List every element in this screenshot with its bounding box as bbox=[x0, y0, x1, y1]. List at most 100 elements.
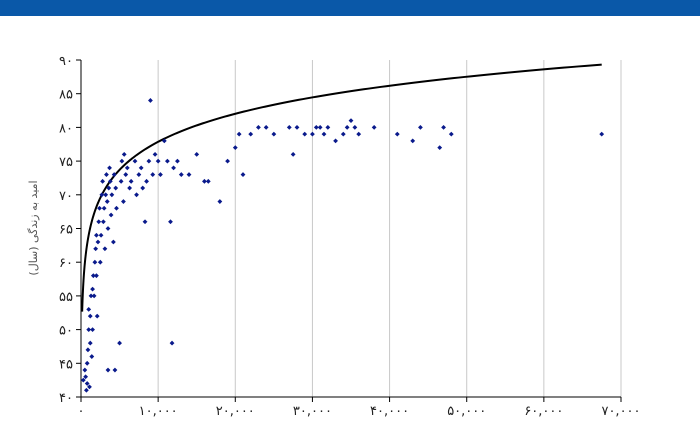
data-point bbox=[248, 131, 254, 137]
y-tick-label: ۵۵ bbox=[59, 290, 73, 305]
data-point bbox=[225, 158, 230, 164]
data-point bbox=[599, 131, 605, 137]
data-point bbox=[302, 131, 308, 137]
data-point bbox=[134, 192, 139, 198]
data-point bbox=[105, 367, 111, 373]
data-point bbox=[325, 125, 331, 130]
data-point bbox=[83, 374, 89, 380]
data-point bbox=[100, 219, 106, 225]
data-point bbox=[140, 185, 146, 191]
data-point bbox=[87, 384, 92, 390]
x-tick-label: ۵۰,۰۰۰ bbox=[447, 404, 486, 419]
data-point bbox=[240, 172, 246, 177]
data-point bbox=[142, 219, 148, 225]
data-point bbox=[171, 165, 176, 171]
x-tick-label: ۶۰,۰۰۰ bbox=[524, 404, 563, 419]
data-point bbox=[105, 226, 111, 231]
data-point bbox=[87, 313, 93, 319]
y-tick-label: ۸۵ bbox=[59, 88, 73, 103]
data-point bbox=[128, 178, 134, 184]
data-point bbox=[96, 219, 102, 225]
data-point bbox=[113, 185, 119, 191]
data-point bbox=[121, 199, 126, 204]
data-point bbox=[84, 387, 89, 393]
data-point bbox=[441, 125, 446, 130]
data-point bbox=[232, 145, 238, 151]
data-point bbox=[138, 165, 144, 171]
data-point bbox=[111, 239, 116, 245]
data-point bbox=[90, 273, 96, 279]
data-point bbox=[168, 219, 173, 225]
data-point bbox=[97, 205, 102, 211]
data-point bbox=[114, 205, 119, 211]
data-point bbox=[90, 286, 95, 292]
data-point bbox=[94, 313, 100, 319]
data-point bbox=[186, 172, 192, 177]
data-point bbox=[132, 158, 138, 164]
data-point bbox=[333, 138, 338, 144]
data-point bbox=[152, 151, 158, 157]
data-point bbox=[80, 377, 86, 383]
data-point bbox=[344, 125, 350, 130]
data-point bbox=[169, 340, 175, 346]
y-tick-label: ۹۰ bbox=[59, 54, 73, 69]
data-point bbox=[93, 246, 99, 252]
data-points bbox=[80, 98, 605, 393]
data-point bbox=[155, 158, 161, 164]
data-point bbox=[104, 199, 110, 204]
data-point bbox=[256, 125, 261, 130]
data-point bbox=[92, 259, 98, 265]
data-point bbox=[175, 158, 180, 164]
data-point bbox=[286, 125, 292, 130]
y-tick-label: ۵۰ bbox=[59, 324, 73, 339]
data-point bbox=[101, 205, 107, 211]
data-point bbox=[107, 165, 112, 171]
data-point bbox=[394, 131, 400, 137]
data-point bbox=[100, 178, 105, 184]
data-point bbox=[89, 354, 95, 359]
data-point bbox=[236, 131, 242, 137]
x-tick-label: ۰ bbox=[78, 404, 85, 419]
data-point bbox=[95, 239, 101, 245]
data-point bbox=[165, 158, 170, 164]
data-point bbox=[123, 172, 129, 177]
data-point bbox=[317, 125, 323, 130]
trend-curve-layer bbox=[81, 63, 602, 312]
data-point bbox=[410, 138, 416, 144]
y-tick-label: ۶۰ bbox=[59, 256, 73, 271]
data-point bbox=[418, 125, 423, 130]
y-axis-label: امید به زندگی (سال) bbox=[27, 180, 40, 275]
data-point bbox=[310, 131, 315, 137]
chart-axes bbox=[76, 59, 622, 402]
data-point bbox=[90, 327, 95, 332]
data-point bbox=[112, 367, 118, 373]
y-tick-label: ۴۰ bbox=[59, 391, 73, 406]
x-tick-label: ۳۰,۰۰۰ bbox=[293, 404, 332, 419]
scatter-chart: ۰ ۱۰,۰۰۰ ۲۰,۰۰۰ ۳۰,۰۰۰ ۴۰,۰۰۰ ۵۰,۰۰۰ ۶۰,۰۰۰ ۷۰,… bbox=[27, 54, 641, 419]
trend-curve bbox=[81, 63, 602, 312]
data-point bbox=[352, 125, 358, 130]
data-point bbox=[194, 151, 200, 157]
data-point bbox=[348, 118, 354, 124]
data-point bbox=[150, 172, 156, 177]
data-point bbox=[86, 327, 92, 332]
data-point bbox=[148, 98, 153, 103]
data-point bbox=[87, 340, 93, 346]
data-point bbox=[91, 293, 97, 299]
data-point bbox=[217, 199, 223, 204]
data-point bbox=[121, 151, 127, 157]
data-point bbox=[340, 131, 346, 137]
data-point bbox=[146, 158, 152, 164]
y-tick-label: ۸۰ bbox=[59, 121, 73, 136]
data-point bbox=[86, 306, 92, 312]
data-point bbox=[271, 131, 277, 137]
data-point bbox=[371, 125, 377, 130]
data-point bbox=[103, 192, 109, 198]
y-tick-label: ۷۵ bbox=[59, 155, 73, 170]
data-point bbox=[124, 165, 130, 171]
data-point bbox=[108, 212, 114, 218]
x-tick-label: ۴۰,۰۰۰ bbox=[370, 404, 409, 419]
data-point bbox=[161, 138, 167, 144]
data-point bbox=[294, 125, 300, 130]
data-point bbox=[158, 172, 163, 177]
